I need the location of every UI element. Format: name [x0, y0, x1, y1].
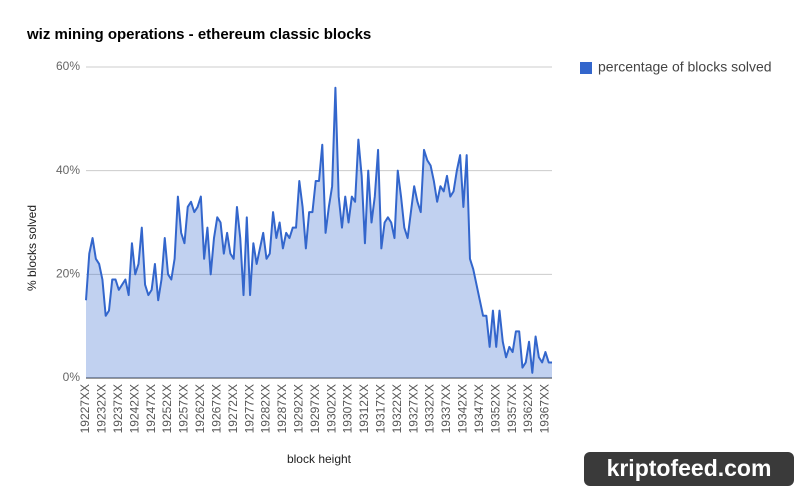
x-tick-label: 19267XX: [209, 384, 223, 433]
chart-title: wiz mining operations - ethereum classic…: [26, 26, 371, 43]
x-tick-label: 19322XX: [390, 384, 404, 433]
x-tick-label: 19292XX: [291, 384, 305, 433]
x-tick-label: 19342XX: [456, 384, 470, 433]
x-tick-label: 19307XX: [341, 384, 355, 433]
x-tick-label: 19277XX: [242, 384, 256, 433]
x-tick-label: 19362XX: [521, 384, 535, 433]
x-tick-label: 19272XX: [226, 384, 240, 433]
x-tick-label: 19332XX: [423, 384, 437, 433]
x-tick-label: 19337XX: [439, 384, 453, 433]
x-tick-label: 19327XX: [406, 384, 420, 433]
x-tick-label: 19252XX: [160, 384, 174, 433]
x-tick-label: 19227XX: [78, 384, 92, 433]
x-tick-label: 19312XX: [357, 384, 371, 433]
x-tick-label: 19282XX: [259, 384, 273, 433]
x-tick-label: 19257XX: [177, 384, 191, 433]
watermark: kriptofeed.com: [607, 455, 772, 481]
x-tick-label: 19247XX: [144, 384, 158, 433]
x-tick-label: 19297XX: [308, 384, 322, 433]
x-tick-label: 19287XX: [275, 384, 289, 433]
y-tick-label: 40%: [56, 163, 80, 177]
x-tick-label: 19237XX: [111, 384, 125, 433]
x-axis-label: block height: [287, 452, 352, 466]
x-tick-label: 19357XX: [505, 384, 519, 433]
area-fill: [86, 87, 552, 378]
x-tick-label: 19367XX: [538, 384, 552, 433]
y-tick-label: 0%: [63, 370, 81, 384]
x-tick-label: 19232XX: [95, 384, 109, 433]
y-tick-label: 20%: [56, 267, 80, 281]
x-tick-label: 19242XX: [127, 384, 141, 433]
y-axis-label: % blocks solved: [25, 205, 39, 291]
x-tick-label: 19347XX: [472, 384, 486, 433]
x-tick-label: 19302XX: [324, 384, 338, 433]
x-tick-label: 19352XX: [488, 384, 502, 433]
x-tick-label: 19317XX: [374, 384, 388, 433]
x-tick-label: 19262XX: [193, 384, 207, 433]
watermark-box: [584, 452, 794, 486]
y-tick-label: 60%: [56, 59, 80, 73]
legend-swatch: [580, 62, 592, 74]
line: [85, 86, 552, 374]
legend-label: percentage of blocks solved: [598, 59, 772, 75]
